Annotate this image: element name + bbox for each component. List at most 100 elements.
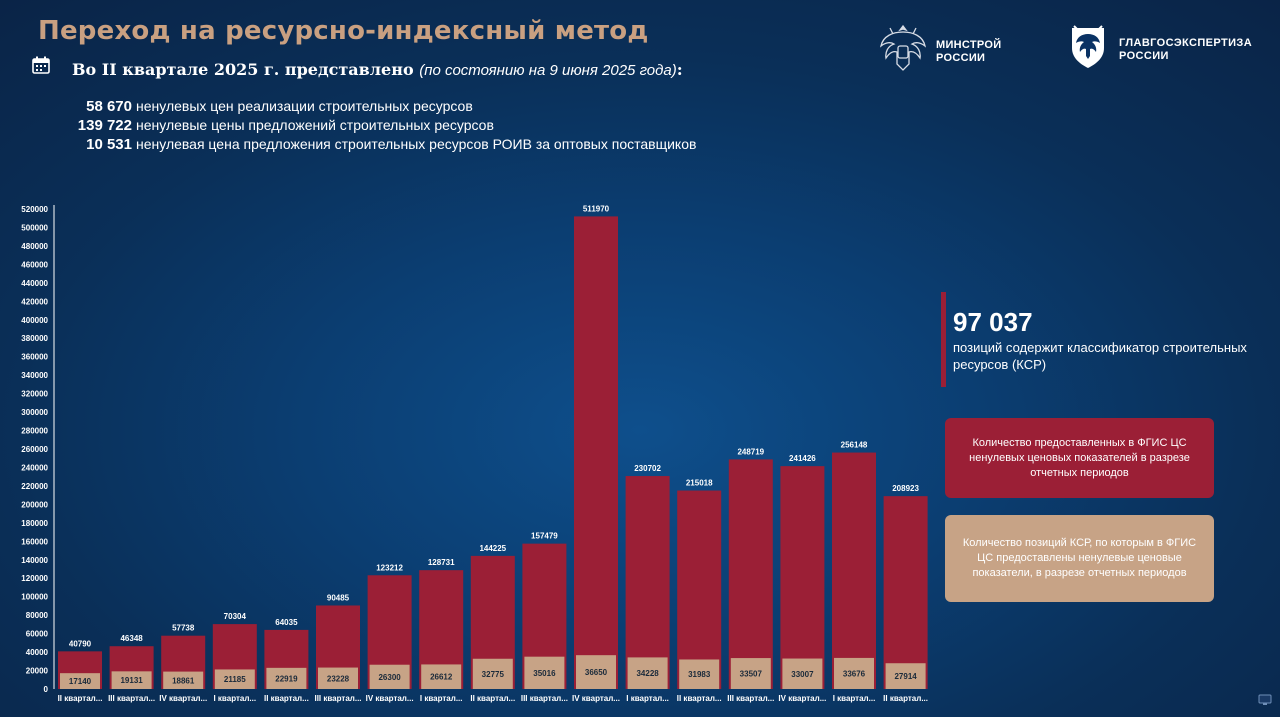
bar-value-label: 123212 [376, 563, 403, 572]
glavgos-line1: ГЛАВГОСЭКСПЕРТИЗА [1119, 37, 1253, 49]
y-tick-label: 520000 [21, 205, 48, 214]
bar-value-label: 64035 [275, 618, 298, 627]
y-tick-label: 160000 [21, 537, 48, 546]
y-tick-label: 60000 [26, 630, 49, 639]
bar-beige [885, 663, 926, 689]
bar-value-label: 241426 [789, 454, 816, 463]
x-category-label: I квартал... [213, 694, 256, 703]
stat-text: ненулевых цен реализации строительных ре… [136, 98, 473, 114]
y-tick-label: 440000 [21, 279, 48, 288]
bar-red [780, 466, 825, 689]
bar-value-label: 157479 [531, 532, 558, 541]
bar-beige [627, 657, 668, 689]
bar-beige [266, 667, 307, 689]
monitor-icon [1258, 694, 1272, 705]
calendar-icon [32, 56, 50, 74]
bar-red [883, 496, 928, 689]
bar-inner-label: 33507 [740, 670, 763, 679]
y-tick-label: 100000 [21, 593, 48, 602]
bar-beige [318, 667, 358, 689]
x-category-label: III квартал... [108, 694, 155, 703]
bar-beige [421, 664, 462, 689]
bar-inner-label: 33007 [791, 670, 814, 679]
bar-value-label: 40790 [69, 639, 92, 648]
y-tick-label: 420000 [21, 297, 48, 306]
bar-inner-label: 34228 [636, 669, 659, 678]
x-category-label: II квартал... [264, 694, 309, 703]
x-category-label: I квартал... [626, 694, 669, 703]
bar-beige [111, 671, 152, 689]
y-tick-label: 320000 [21, 390, 48, 399]
x-category-label: I квартал... [420, 694, 463, 703]
bar-red [728, 459, 773, 689]
bar-inner-label: 21185 [224, 675, 246, 684]
bar-value-label: 230702 [634, 464, 661, 473]
x-category-label: IV квартал... [572, 694, 620, 703]
y-tick-label: 300000 [21, 408, 48, 417]
minstroy-line2: РОССИИ [936, 52, 986, 64]
legend-red-box: Количество предоставленных в ФГИС ЦС нен… [945, 418, 1214, 498]
bar-beige [834, 657, 874, 689]
bar-inner-label: 36650 [585, 668, 608, 677]
bar-inner-label: 19131 [120, 676, 143, 685]
bar-value-label: 128731 [428, 558, 455, 567]
y-tick-label: 260000 [21, 445, 48, 454]
x-category-label: IV квартал... [159, 694, 207, 703]
bar-value-label: 144225 [479, 544, 506, 553]
legend-beige-box: Количество позиций КСР, по которым в ФГИ… [945, 515, 1214, 602]
stat-row: 58 670 ненулевых цен реализации строитель… [72, 97, 696, 116]
stat-number: 139 722 [77, 117, 132, 134]
bar-inner-label: 26300 [378, 673, 401, 682]
bar-beige [524, 656, 565, 689]
y-tick-label: 480000 [21, 242, 48, 251]
minstroy-logo-text: МИНСТРОЙ РОССИИ [936, 39, 1001, 65]
bar-inner-label: 31983 [688, 670, 711, 679]
bar-value-label: 90485 [327, 593, 350, 602]
glavgosexpertiza-logo-text: ГЛАВГОСЭКСПЕРТИЗА РОССИИ [1119, 37, 1252, 63]
subtitle-colon: : [676, 60, 683, 79]
bar-value-label: 511970 [583, 204, 610, 213]
x-category-label: II квартал... [883, 694, 928, 703]
bar-inner-label: 23228 [327, 674, 350, 683]
x-category-label: II квартал... [677, 694, 722, 703]
x-category-label: IV квартал... [778, 694, 826, 703]
page-title: Переход на ресурсно-индексный метод [38, 16, 649, 46]
y-tick-label: 380000 [21, 334, 48, 343]
y-tick-label: 400000 [21, 316, 48, 325]
y-tick-label: 140000 [21, 556, 48, 565]
x-category-label: III квартал... [727, 694, 774, 703]
ksr-number: 97 037 [953, 307, 1033, 337]
stat-text: ненулевые цены предложений строительных … [136, 117, 494, 133]
bar-beige [679, 659, 720, 689]
bar-value-label: 70304 [224, 612, 247, 621]
x-category-label: I квартал... [833, 694, 876, 703]
glavgos-line2: РОССИИ [1119, 50, 1169, 62]
bar-value-label: 46348 [120, 634, 143, 643]
y-tick-label: 360000 [21, 353, 48, 362]
bar-beige [472, 658, 513, 689]
glavgosexpertiza-emblem-icon [1072, 25, 1104, 68]
y-tick-label: 20000 [26, 667, 49, 676]
bar-beige [163, 671, 204, 689]
bar-chart: 0 20000 40000 60000 80000 100000 120000 140000 1… [21, 204, 928, 703]
bar-inner-label: 27914 [894, 672, 917, 681]
eagle-emblem-icon [880, 24, 926, 71]
stat-row: 10 531 ненулевая цена предложения строите… [72, 135, 696, 154]
stats-list: 58 670 ненулевых цен реализации строитель… [72, 97, 697, 154]
legend-beige-text: Количество позиций КСР, по которым в ФГИ… [962, 537, 1197, 579]
y-tick-label: 220000 [21, 482, 48, 491]
y-tick-label: 280000 [21, 427, 48, 436]
bar-inner-label: 18861 [172, 676, 195, 685]
bar-inner-label: 26612 [430, 673, 453, 682]
y-tick-label: 80000 [26, 611, 49, 620]
subtitle-note: (по состоянию на 9 июня 2025 года) [419, 62, 677, 79]
y-tick-label: 460000 [21, 260, 48, 269]
subtitle-main: Во II квартале 2025 г. представлено [72, 60, 414, 79]
y-tick-label: 200000 [21, 500, 48, 509]
stat-text: ненулевая цена предложения строительных … [136, 136, 697, 152]
bar-inner-label: 35016 [533, 669, 556, 678]
y-tick-label: 40000 [26, 648, 49, 657]
y-tick-label: 180000 [21, 519, 48, 528]
ksr-accent-bar [941, 292, 946, 387]
x-category-label: II квартал... [470, 694, 515, 703]
